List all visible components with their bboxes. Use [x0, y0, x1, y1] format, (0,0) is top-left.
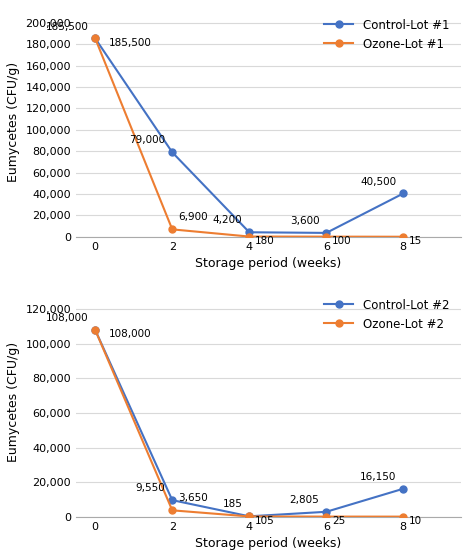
Text: 9,550: 9,550	[136, 483, 165, 493]
Line: Control-Lot #2: Control-Lot #2	[92, 326, 407, 520]
Control-Lot #1	[247, 229, 252, 236]
Text: 25: 25	[332, 516, 345, 526]
Control-Lot #1	[323, 229, 329, 236]
Text: 3,600: 3,600	[290, 216, 319, 226]
X-axis label: Storage period (weeks): Storage period (weeks)	[196, 537, 342, 550]
Text: 16,150: 16,150	[360, 472, 396, 482]
Text: 6,900: 6,900	[178, 212, 207, 222]
Y-axis label: Eumycetes (CFU/g): Eumycetes (CFU/g)	[7, 62, 20, 182]
Legend: Control-Lot #2, Ozone-Lot #2: Control-Lot #2, Ozone-Lot #2	[318, 293, 455, 336]
Ozone-Lot #1	[169, 226, 175, 233]
Control-Lot #2	[401, 485, 406, 492]
Ozone-Lot #1	[93, 35, 98, 42]
Line: Control-Lot #1: Control-Lot #1	[92, 35, 407, 236]
Text: 15: 15	[409, 236, 422, 246]
Ozone-Lot #2	[401, 514, 406, 520]
Ozone-Lot #1	[401, 233, 406, 240]
Control-Lot #2	[93, 327, 98, 334]
Legend: Control-Lot #1, Ozone-Lot #1: Control-Lot #1, Ozone-Lot #1	[318, 13, 455, 57]
Text: 108,000: 108,000	[46, 313, 88, 323]
Text: 180: 180	[255, 236, 275, 246]
Text: 100: 100	[332, 236, 351, 246]
Text: 10: 10	[409, 516, 422, 526]
Control-Lot #1	[401, 190, 406, 197]
X-axis label: Storage period (weeks): Storage period (weeks)	[196, 257, 342, 270]
Control-Lot #1	[93, 35, 98, 42]
Text: 185,500: 185,500	[109, 38, 152, 48]
Text: 4,200: 4,200	[212, 216, 242, 226]
Text: 105: 105	[255, 516, 275, 526]
Text: 40,500: 40,500	[360, 177, 396, 187]
Text: 108,000: 108,000	[109, 329, 152, 339]
Text: 79,000: 79,000	[129, 135, 165, 145]
Control-Lot #2	[323, 509, 329, 515]
Y-axis label: Eumycetes (CFU/g): Eumycetes (CFU/g)	[7, 341, 20, 462]
Text: 3,650: 3,650	[178, 494, 208, 504]
Control-Lot #1	[169, 149, 175, 155]
Text: 185,500: 185,500	[45, 22, 88, 32]
Ozone-Lot #1	[323, 233, 329, 240]
Line: Ozone-Lot #1: Ozone-Lot #1	[92, 35, 407, 240]
Control-Lot #2	[169, 497, 175, 504]
Text: 2,805: 2,805	[290, 495, 319, 505]
Ozone-Lot #1	[247, 233, 252, 240]
Text: 185: 185	[222, 500, 242, 509]
Ozone-Lot #2	[93, 327, 98, 334]
Ozone-Lot #2	[323, 513, 329, 520]
Line: Ozone-Lot #2: Ozone-Lot #2	[92, 326, 407, 520]
Ozone-Lot #2	[169, 507, 175, 514]
Control-Lot #2	[247, 513, 252, 520]
Ozone-Lot #2	[247, 513, 252, 520]
